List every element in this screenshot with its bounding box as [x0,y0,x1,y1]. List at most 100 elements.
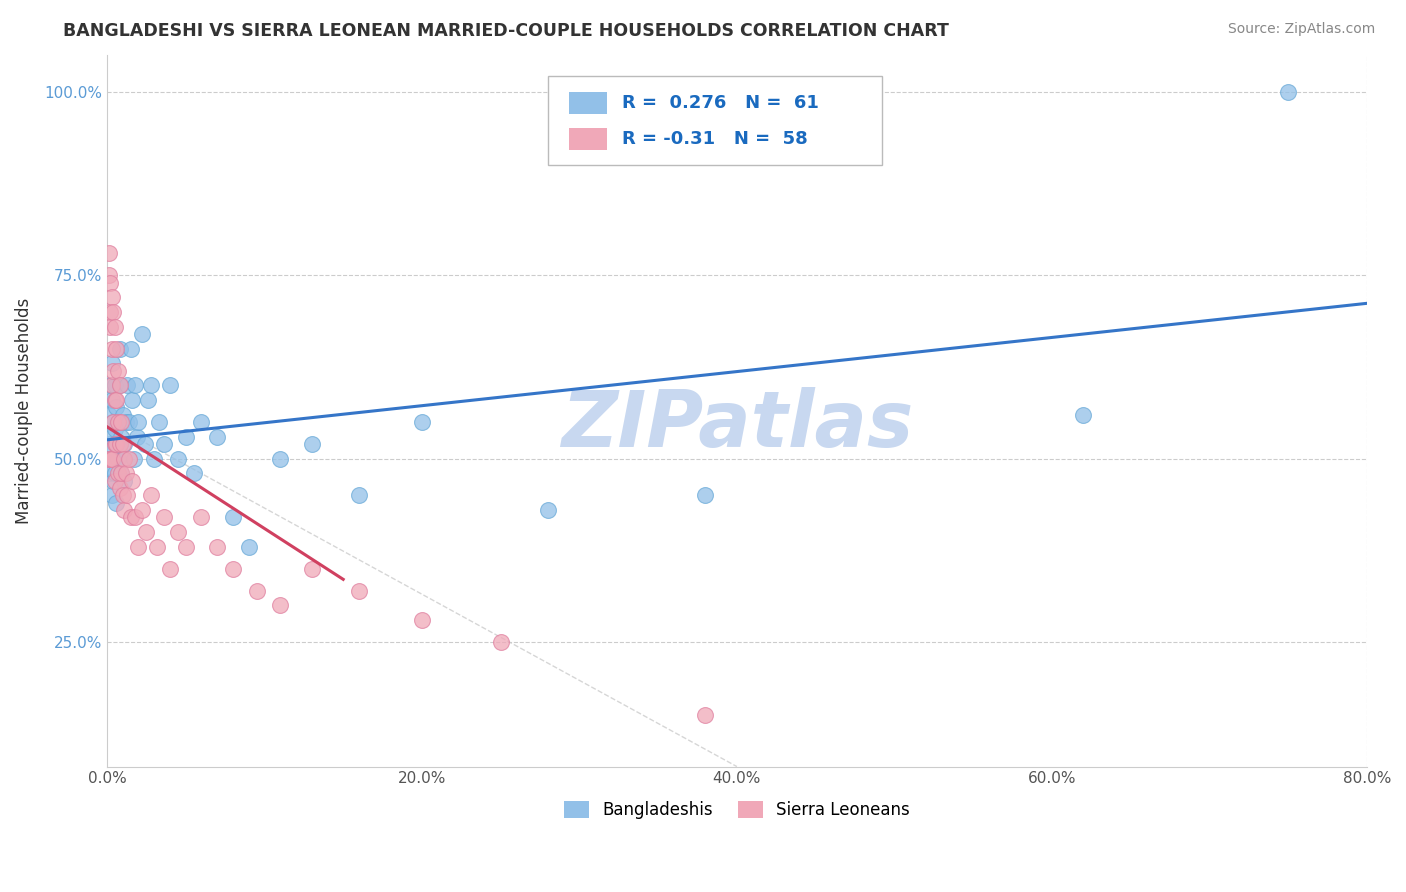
Point [108,437,131,451]
Point [347,583,370,598]
Point [97,408,120,422]
Point [222,510,245,524]
Point [139,488,162,502]
FancyBboxPatch shape [548,77,882,165]
Point [98,466,121,480]
Point [695,488,717,502]
Point [112,437,135,451]
Point [1073,408,1095,422]
Point [97,268,120,282]
Point [489,635,512,649]
Point [105,437,128,451]
Text: R =  0.276   N =  61: R = 0.276 N = 61 [623,94,820,112]
Point [222,561,245,575]
Point [121,392,143,407]
Point [97,246,120,260]
Point [112,503,135,517]
Point [110,429,132,443]
Point [110,466,132,480]
Text: Source: ZipAtlas.com: Source: ZipAtlas.com [1227,22,1375,37]
Point [183,466,205,480]
Point [115,415,138,429]
Point [103,363,125,377]
Point [100,392,122,407]
Point [105,342,128,356]
Point [111,437,134,451]
Text: BANGLADESHI VS SIERRA LEONEAN MARRIED-COUPLE HOUSEHOLDS CORRELATION CHART: BANGLADESHI VS SIERRA LEONEAN MARRIED-CO… [63,22,949,40]
Point [174,540,197,554]
Point [205,429,228,443]
Point [269,598,291,612]
Point [205,540,228,554]
Point [108,342,131,356]
Point [122,451,145,466]
Point [190,510,212,524]
Point [135,524,157,539]
Point [537,503,560,517]
Point [117,378,139,392]
Point [111,451,134,466]
Point [143,451,166,466]
Point [166,524,188,539]
Point [104,466,127,480]
Point [125,429,148,443]
Point [110,466,132,480]
Point [104,378,127,392]
Point [98,378,121,392]
Point [174,429,197,443]
Point [111,408,134,422]
Point [127,540,149,554]
Point [1277,85,1299,99]
Point [98,305,121,319]
Point [111,488,134,502]
Point [152,510,174,524]
Point [120,342,142,356]
Point [118,451,141,466]
Point [107,363,129,377]
Point [269,451,291,466]
Point [131,326,153,341]
Point [100,290,122,304]
Point [104,319,127,334]
Point [98,319,121,334]
Point [112,451,135,466]
Point [103,451,125,466]
Point [127,415,149,429]
Point [134,437,156,451]
Point [97,451,120,466]
Bar [569,128,607,150]
Point [104,474,127,488]
Point [100,342,122,356]
Point [115,466,138,480]
Point [105,392,128,407]
Point [104,392,127,407]
Point [104,437,127,451]
Point [347,488,370,502]
Y-axis label: Married-couple Households: Married-couple Households [15,298,32,524]
Point [108,481,131,495]
Point [103,415,125,429]
Point [301,437,323,451]
Point [97,451,120,466]
Point [136,392,159,407]
Point [695,708,717,723]
Point [98,451,121,466]
Point [105,495,128,509]
Point [159,561,181,575]
Point [98,276,121,290]
Text: ZIPatlas: ZIPatlas [561,387,912,463]
Point [112,474,135,488]
Point [100,488,122,502]
Point [108,378,131,392]
Point [105,400,128,414]
Point [100,356,122,370]
Point [118,415,141,429]
Point [107,466,129,480]
Point [146,540,169,554]
Point [301,561,323,575]
Text: R = -0.31   N =  58: R = -0.31 N = 58 [623,130,808,148]
Point [238,540,260,554]
Point [105,437,128,451]
Point [108,378,131,392]
Point [124,510,146,524]
